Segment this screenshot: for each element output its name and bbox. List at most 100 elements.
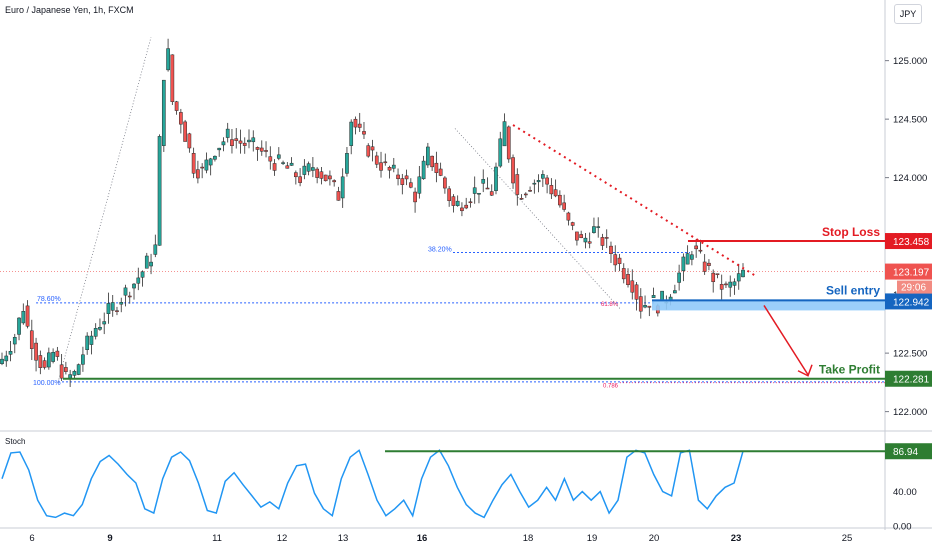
candle-body	[690, 254, 694, 260]
countdown-tag	[897, 280, 932, 294]
candle-body	[596, 226, 601, 228]
candle-body	[583, 237, 588, 243]
candle-body	[460, 207, 464, 212]
fib-label-78: 78.60%	[37, 296, 61, 303]
candle-body	[4, 355, 9, 362]
candle-body	[609, 245, 613, 254]
candle-body	[515, 174, 520, 195]
candle-body	[575, 231, 579, 241]
candle-body	[332, 180, 337, 183]
candle-body	[0, 358, 4, 364]
candle-body	[506, 126, 511, 160]
candle-body	[293, 172, 298, 178]
candle-body	[161, 79, 166, 146]
candle-body	[191, 153, 196, 174]
sell-entry-label: Sell entry	[826, 283, 880, 297]
candle-body	[455, 200, 460, 206]
candle-body	[451, 196, 456, 206]
candle-body	[660, 290, 664, 301]
candle-body	[306, 163, 311, 172]
candle-body	[549, 185, 554, 195]
target-arrow	[763, 305, 809, 376]
candle-body	[110, 302, 115, 311]
candle-body	[528, 190, 532, 192]
candle-body	[29, 330, 34, 349]
candle-body	[685, 253, 690, 265]
candle-body	[523, 193, 528, 196]
candle-body	[630, 280, 635, 293]
candle-body	[592, 226, 596, 233]
candle-body	[149, 261, 153, 267]
stop-loss-label: Stop Loss	[822, 225, 880, 239]
candle-body	[553, 189, 558, 197]
candle-body	[681, 256, 686, 272]
candle-body	[234, 138, 239, 141]
candle-body	[741, 269, 745, 278]
take-profit-price-label: 122.281	[893, 375, 930, 386]
candle-body	[179, 112, 183, 125]
candle-body	[540, 174, 545, 179]
candle-body	[17, 317, 21, 335]
candle-body	[349, 121, 354, 146]
candle-body	[353, 118, 358, 128]
candle-body	[51, 351, 55, 362]
x-tick-label: 9	[107, 533, 112, 544]
take-profit-price-tag	[885, 370, 932, 387]
fib-label-100: 100.00%	[33, 380, 61, 387]
candle-body	[677, 272, 681, 283]
stop-loss-price-tag	[885, 233, 932, 250]
candle-body	[426, 146, 430, 166]
currency-button[interactable]: JPY	[894, 4, 922, 24]
y-tick-label: 124.000	[893, 173, 927, 184]
candle-body	[417, 176, 422, 194]
candle-body	[736, 273, 741, 282]
y-tick-label: 125.000	[893, 56, 927, 67]
candle-body	[328, 175, 332, 180]
candle-body	[464, 204, 469, 209]
candle-body	[519, 198, 524, 200]
candle-body	[264, 150, 268, 152]
candle-body	[170, 54, 175, 102]
candle-body	[600, 237, 605, 246]
candle-body	[604, 237, 609, 239]
candle-body	[715, 273, 720, 275]
candle-body	[298, 176, 302, 183]
x-tick-label: 16	[417, 533, 428, 544]
candle-body	[319, 171, 324, 179]
stoch-y-tick-label: 40.00	[893, 487, 917, 498]
candle-body	[21, 311, 26, 324]
candle-body	[719, 284, 724, 290]
candle-body	[259, 147, 264, 152]
candle-body	[34, 342, 38, 361]
candle-body	[59, 364, 64, 379]
candle-body	[647, 305, 652, 308]
candle-body	[115, 310, 119, 312]
candle-body	[276, 154, 281, 159]
candle-body	[400, 178, 405, 185]
x-tick-label: 23	[731, 533, 742, 544]
candle-body	[489, 191, 494, 196]
candle-body	[302, 165, 307, 175]
candle-body	[238, 140, 243, 144]
candle-body	[345, 153, 349, 174]
resistance-trendline	[512, 124, 758, 278]
candle-body	[430, 155, 434, 168]
candle-body	[213, 155, 217, 160]
candle-body	[668, 296, 673, 301]
y-tick-label: 122.500	[893, 349, 927, 360]
candle-body	[732, 281, 737, 286]
candle-body	[81, 354, 85, 365]
candle-body	[85, 335, 90, 350]
last-price-label: 123.197	[893, 268, 930, 279]
candle-body	[643, 305, 647, 308]
x-tick-label: 11	[212, 533, 222, 544]
candle-body	[724, 283, 728, 286]
y-tick-label: 122.000	[893, 407, 927, 418]
candle-body	[587, 241, 592, 244]
take-profit-label: Take Profit	[819, 363, 880, 377]
fib-label-38: 38.20%	[428, 247, 452, 254]
sell-entry-price-tag	[885, 293, 932, 310]
candle-body	[621, 268, 626, 280]
